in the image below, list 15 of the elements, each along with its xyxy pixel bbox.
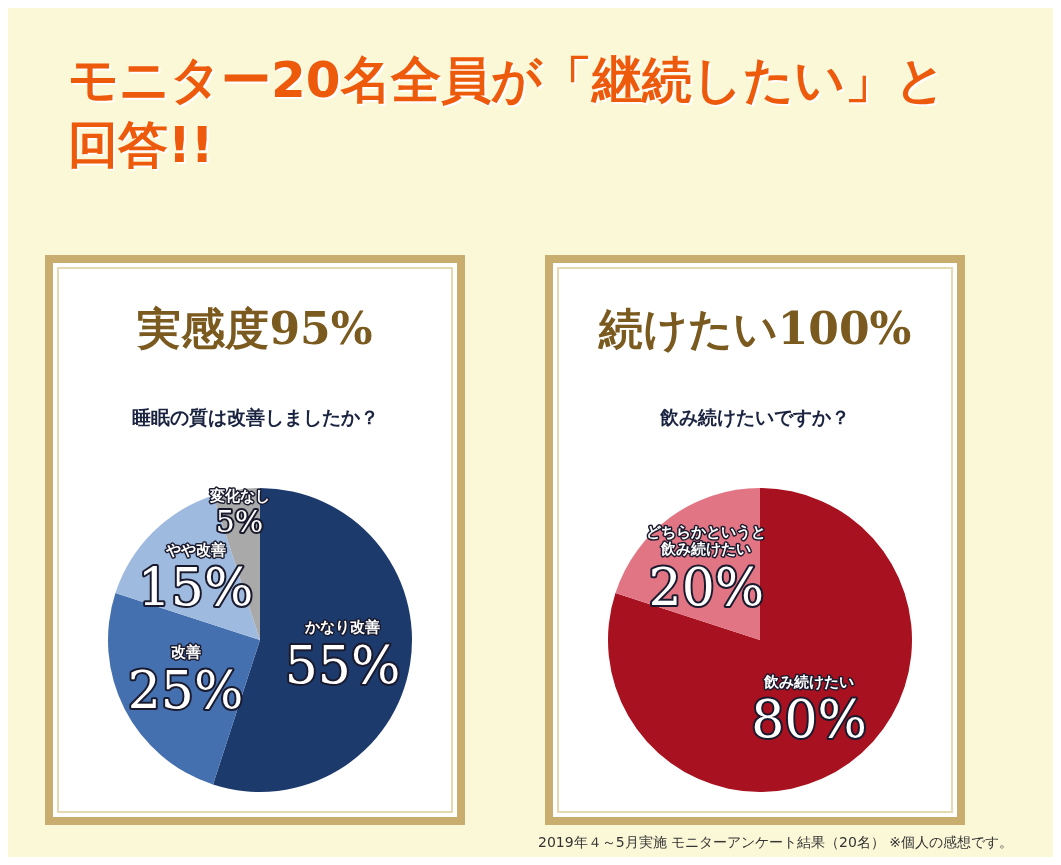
slice-label: やや改善 — [164, 540, 226, 559]
data-label: 25% — [127, 659, 244, 720]
chart-subtitle: 飲み続けたいですか？ — [659, 405, 851, 430]
chart-title: 続けたい100% — [597, 302, 913, 356]
slice-label: かなり改善 — [304, 618, 381, 637]
chart-title: 実感度95% — [136, 302, 374, 356]
data-label: 15% — [137, 557, 254, 618]
text: 2019年４～5月実施 モニターアンケート結果（20名） ※個人の感想です。 — [538, 834, 1013, 850]
text: モニター20名全員が「継続したい」と回答!! — [68, 50, 947, 176]
pie-slice — [608, 488, 912, 792]
chart-subtitle: 睡眠の質は改善しましたか？ — [130, 405, 380, 430]
slice-label: 改善 — [170, 642, 201, 661]
slice-label: 飲み続けたい — [763, 672, 855, 691]
data-label: 80% — [751, 689, 867, 750]
data-label: 55% — [284, 634, 401, 695]
